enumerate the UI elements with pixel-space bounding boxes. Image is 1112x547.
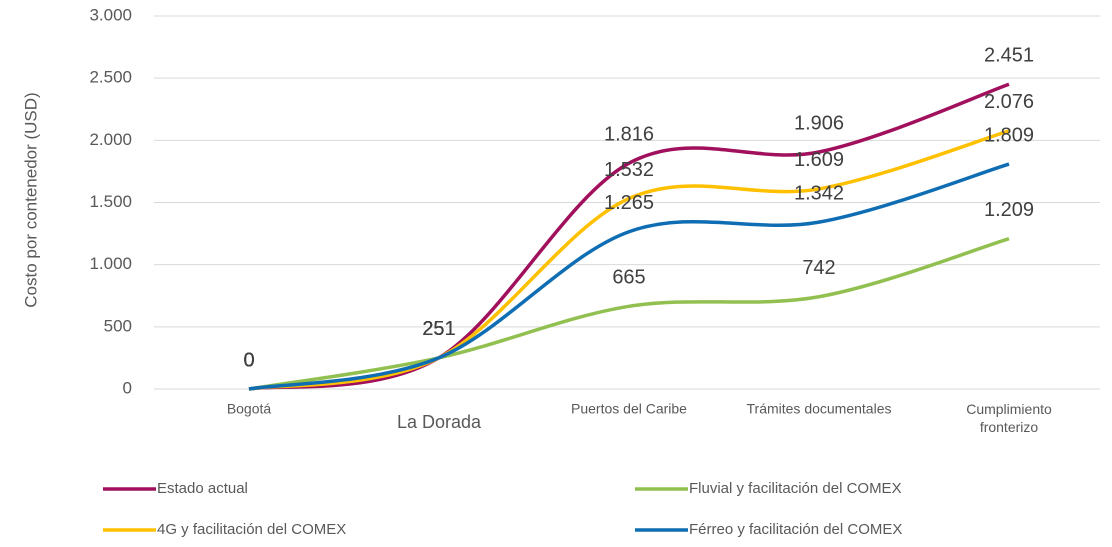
data-label: 1.209 xyxy=(984,199,1034,221)
x-tick-label: Bogotá xyxy=(227,401,272,417)
line xyxy=(248,162,1010,391)
x-tick-label: La Dorada xyxy=(397,412,482,432)
data-label: 2.076 xyxy=(984,91,1034,113)
data-label: 1.809 xyxy=(984,124,1034,146)
data-label: 2.451 xyxy=(984,45,1034,67)
y-tick-label: 2.500 xyxy=(89,68,132,87)
x-tick-label: Puertos del Caribe xyxy=(571,401,687,417)
legend-label: Estado actual xyxy=(157,480,248,497)
data-label: 251 xyxy=(422,318,455,340)
data-label: 251 xyxy=(422,318,455,340)
x-tick-label: Cumplimiento fronterizo xyxy=(966,401,1052,435)
data-label: 251 xyxy=(422,318,455,340)
data-label: 1.816 xyxy=(604,123,654,145)
data-label: 742 xyxy=(802,257,835,279)
data-label: 665 xyxy=(612,267,645,289)
y-tick-label: 500 xyxy=(104,316,132,335)
y-tick-label: 1.500 xyxy=(89,192,132,211)
data-label: 0 xyxy=(243,349,254,371)
data-label: 1.265 xyxy=(604,192,654,214)
legend-label: Férreo y facilitación del COMEX xyxy=(689,521,902,538)
data-label: 1.342 xyxy=(794,182,844,204)
data-label: 1.906 xyxy=(794,112,844,134)
data-label: 0 xyxy=(243,349,254,371)
y-tick-label: 1.000 xyxy=(89,254,132,273)
y-tick-label: 0 xyxy=(123,378,132,397)
line xyxy=(248,129,1010,391)
data-label: 1.609 xyxy=(794,149,844,171)
data-label: 0 xyxy=(243,349,254,371)
y-tick-label: 3.000 xyxy=(89,5,132,24)
y-tick-label: 2.000 xyxy=(89,130,132,149)
legend-label: Fluvial y facilitación del COMEX xyxy=(689,480,902,497)
x-tick-label: Trámites documentales xyxy=(747,401,892,417)
data-label: 0 xyxy=(243,349,254,371)
line xyxy=(248,237,1010,391)
y-axis-label: Costo por contenedor (USD) xyxy=(21,92,40,307)
data-label: 1.532 xyxy=(604,159,654,181)
data-label: 251 xyxy=(422,318,455,340)
line xyxy=(248,82,1010,391)
legend-label: 4G y facilitación del COMEX xyxy=(157,521,346,538)
